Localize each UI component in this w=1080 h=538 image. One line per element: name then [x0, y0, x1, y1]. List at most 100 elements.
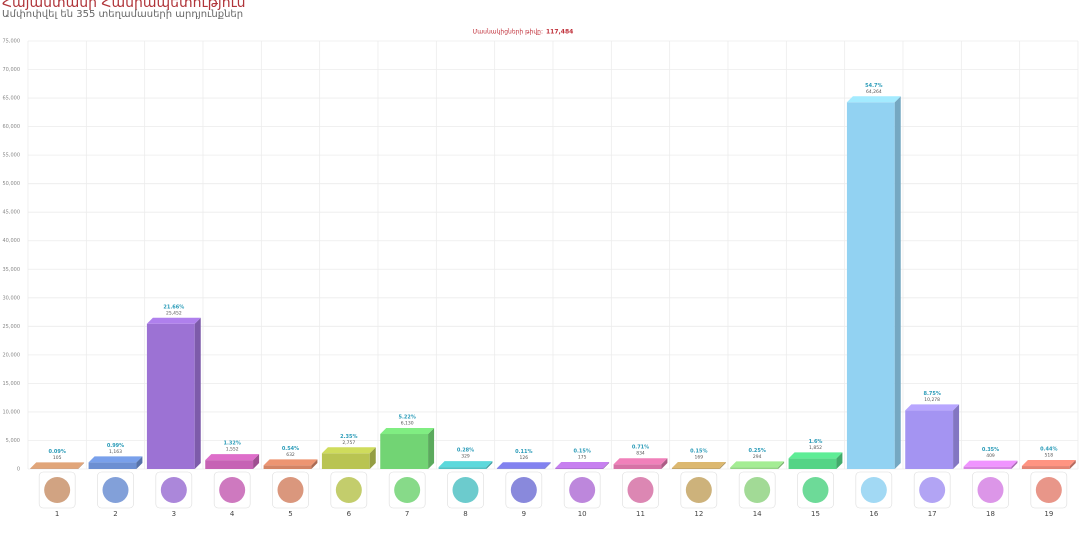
bar-top: [1021, 460, 1076, 467]
bar: [788, 458, 837, 469]
y-tick-label: 15,000: [3, 381, 21, 387]
bar-side: [369, 447, 376, 469]
bar-top: [30, 462, 85, 469]
x-tick-label: 19: [1044, 510, 1053, 518]
party-logo-emblem: [394, 477, 421, 503]
bar-side: [136, 456, 143, 469]
party-logo-emblem: [102, 477, 129, 503]
percent-label: 1.32%: [223, 441, 240, 447]
value-label: 294: [753, 454, 762, 460]
bar-top: [496, 462, 551, 469]
party-logo-emblem: [685, 477, 712, 503]
bar-side: [428, 428, 435, 469]
party-logo-emblem: [1035, 477, 1062, 503]
bar-side: [78, 462, 85, 469]
party-logo-emblem: [919, 477, 946, 503]
y-tick-label: 35,000: [3, 267, 21, 273]
bar: [30, 468, 79, 469]
y-tick-label: 10,000: [3, 409, 21, 415]
y-tick-label: 50,000: [3, 181, 21, 187]
bar-top: [788, 452, 843, 459]
value-label: 25,452: [166, 310, 182, 316]
bar: [438, 467, 487, 469]
value-label: 169: [695, 455, 704, 461]
bar: [905, 410, 954, 469]
bar-side: [1011, 460, 1018, 469]
percent-label: 0.15%: [573, 449, 590, 455]
bar-top: [555, 462, 610, 469]
value-label: 1,852: [809, 445, 822, 451]
bar-top: [846, 96, 901, 103]
y-tick-label: 55,000: [3, 153, 21, 159]
chart-subtitle: Ամփոփվել են 355 տեղամասերի արդյունքներ: [2, 9, 243, 20]
value-label: 329: [461, 454, 470, 460]
percent-label: 0.35%: [982, 447, 999, 453]
y-tick-label: 65,000: [3, 96, 21, 102]
percent-label: 0.71%: [632, 445, 649, 451]
x-tick-label: 1: [55, 510, 59, 518]
value-label: 834: [636, 451, 645, 457]
bar-side: [661, 458, 668, 469]
bar: [205, 460, 254, 469]
x-tick-label: 7: [405, 510, 409, 518]
party-logo-emblem: [160, 477, 187, 503]
bar-top: [905, 404, 960, 411]
y-tick-label: 45,000: [3, 210, 21, 216]
y-tick-label: 40,000: [3, 238, 21, 244]
party-logo-emblem: [335, 477, 362, 503]
participants-label: Մասնակիցների թիվը:: [473, 29, 543, 36]
percent-label: 0.44%: [1040, 447, 1057, 453]
percent-label: 0.09%: [48, 449, 65, 455]
bar: [730, 467, 779, 469]
value-label: 105: [53, 455, 62, 461]
bar: [671, 468, 720, 469]
bar-top: [380, 428, 435, 435]
bar: [613, 464, 662, 469]
bar: [555, 468, 604, 469]
x-tick-label: 2: [113, 510, 117, 518]
participants-count: 117,484: [546, 29, 573, 36]
value-label: 1,163: [109, 449, 122, 455]
bar-top: [613, 458, 668, 465]
bar-top: [88, 456, 143, 463]
percent-label: 0.15%: [690, 449, 707, 455]
bar-side: [836, 452, 843, 469]
bar: [321, 453, 370, 469]
value-label: 632: [286, 452, 295, 458]
bar-side: [544, 462, 551, 469]
y-tick-label: 5,000: [6, 438, 20, 444]
value-label: 64,264: [866, 89, 882, 95]
bar: [88, 462, 137, 469]
party-logo-emblem: [569, 477, 596, 503]
percent-label: 0.25%: [748, 448, 765, 454]
bar-top: [263, 459, 318, 466]
bar-side: [953, 404, 960, 469]
x-tick-label: 5: [288, 510, 292, 518]
bar-side: [253, 454, 260, 469]
y-tick-label: 20,000: [3, 352, 21, 358]
bar-top: [963, 460, 1018, 467]
value-label: 126: [520, 455, 529, 461]
bar-top: [146, 317, 201, 324]
bar: [846, 102, 895, 469]
y-tick-label: 75,000: [3, 39, 21, 45]
x-tick-label: 8: [463, 510, 467, 518]
bar: [263, 465, 312, 469]
percent-label: 0.99%: [107, 443, 124, 449]
chart-title: Հայաստանի Հանրապետություն: [2, 0, 246, 11]
value-label: 409: [986, 453, 995, 459]
y-tick-label: 0: [17, 467, 20, 473]
bar-side: [719, 462, 726, 469]
value-label: 10,278: [924, 397, 940, 403]
x-tick-label: 9: [522, 510, 526, 518]
bar-side: [603, 462, 610, 469]
party-logo-emblem: [452, 477, 479, 503]
bar-side: [894, 96, 901, 469]
x-tick-label: 3: [172, 510, 176, 518]
party-logo-emblem: [44, 477, 71, 503]
y-tick-label: 60,000: [3, 124, 21, 130]
party-logo-emblem: [977, 477, 1004, 503]
bar: [963, 466, 1012, 469]
party-logo-emblem: [802, 477, 829, 503]
bar: [146, 323, 195, 469]
